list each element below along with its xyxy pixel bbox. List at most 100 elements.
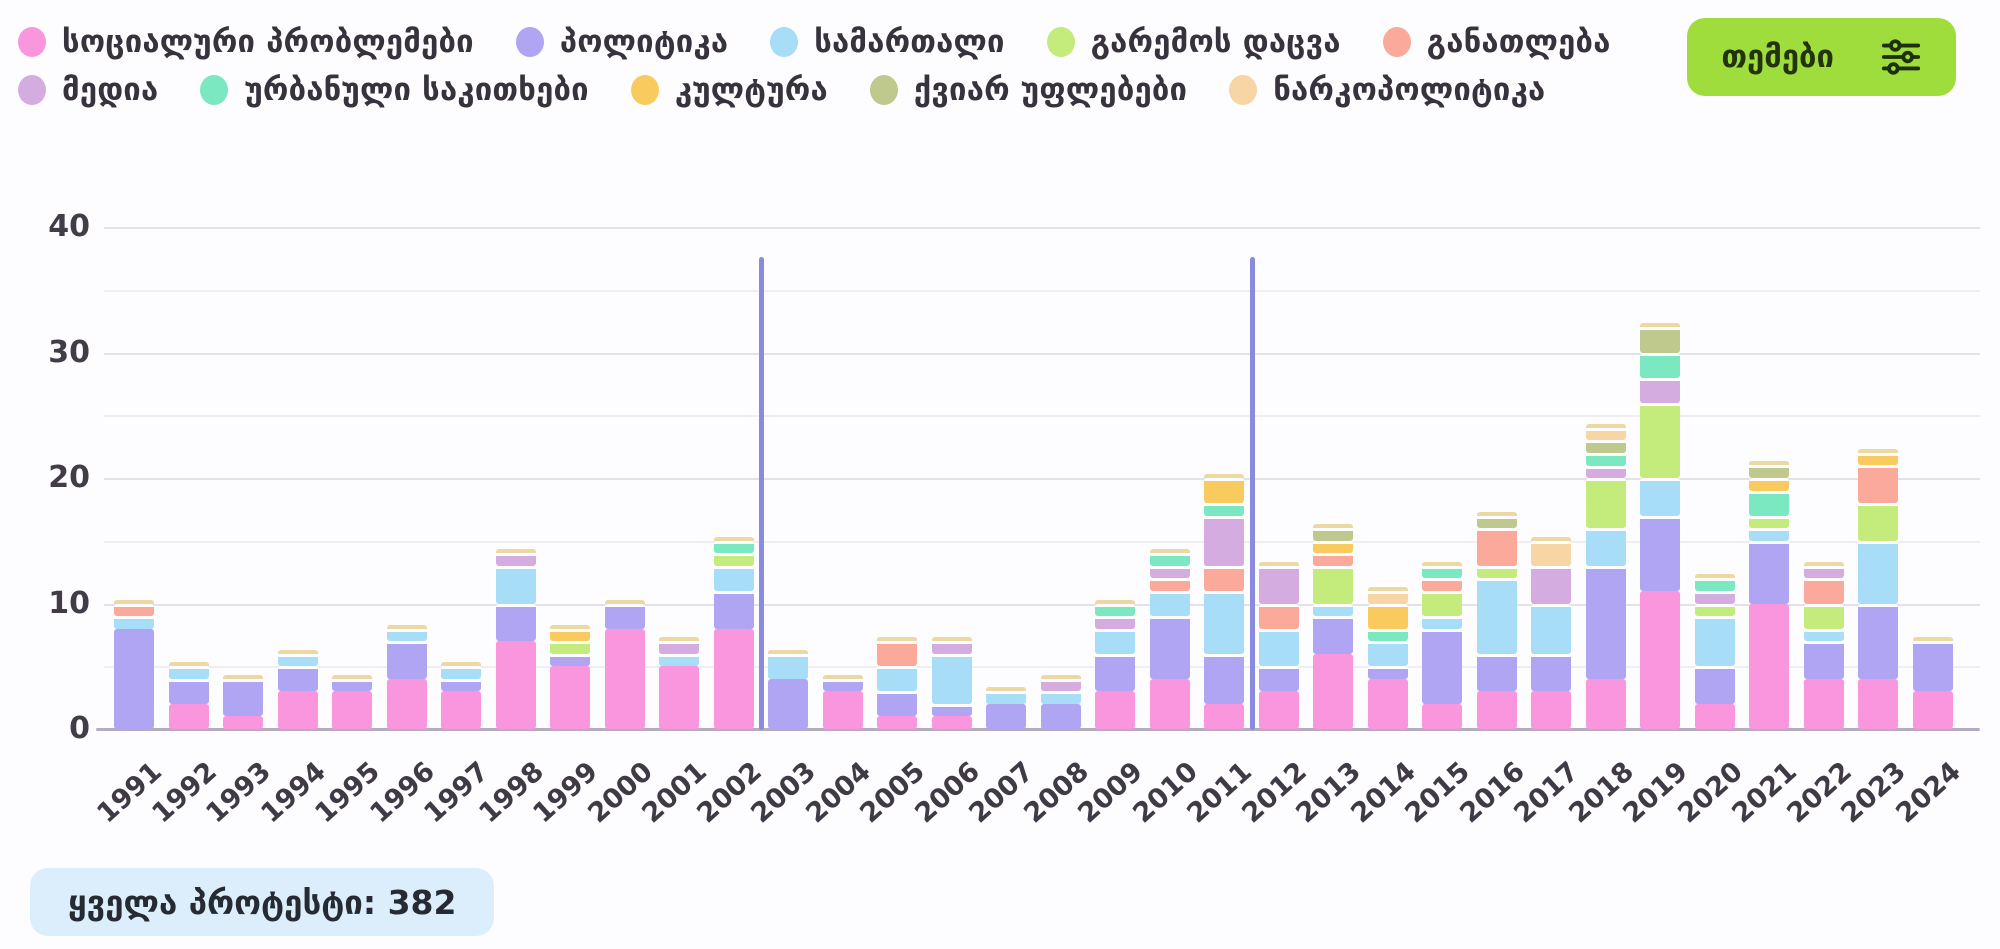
bar-segment-environment-2016[interactable] [1476,565,1517,579]
bar-segment-social-2010[interactable] [1149,678,1190,729]
bar-segment-media-2009[interactable] [1095,616,1135,629]
bar-segment-politics-2023[interactable] [1858,603,1898,679]
bar-segment-politics-2003[interactable] [768,678,808,729]
bar-segment-social-2015[interactable] [1422,703,1462,729]
bar-segment-law-2017[interactable] [1531,603,1571,654]
bar-segment-law-2018[interactable] [1585,528,1626,566]
bar-segment-culture-2011[interactable] [1204,478,1244,504]
bar-segment-politics-1991[interactable] [114,628,154,729]
bar-segment-social-2018[interactable] [1585,678,1626,729]
bar-segment-politics-2007[interactable] [986,703,1026,729]
bar-segment-social-2006[interactable] [931,716,972,729]
bar-segment-politics-2020[interactable] [1694,666,1735,704]
bar-segment-media-2010[interactable] [1149,565,1190,579]
bar-segment-politics-2005[interactable] [877,691,917,717]
bar-segment-urban-2002[interactable] [713,540,754,554]
bar-segment-politics-2013[interactable] [1313,616,1353,654]
bar-segment-narco-2018[interactable] [1585,427,1626,441]
bar-2014[interactable] [1367,586,1408,729]
bar-segment-environment-2019[interactable] [1640,402,1680,479]
bar-segment-education-2012[interactable] [1258,603,1299,629]
bar-segment-queer-2013[interactable] [1313,528,1353,541]
bar-segment-politics-1995[interactable] [332,678,372,692]
themes-button[interactable]: თემები [1687,18,1956,96]
bar-segment-politics-2024[interactable] [1912,641,1953,692]
bar-segment-social-2023[interactable] [1858,678,1898,729]
bar-1994[interactable] [277,649,318,729]
bar-segment-law-2020[interactable] [1694,616,1735,667]
legend-item-politics[interactable]: პოლიტიკა [515,24,728,60]
bar-segment-urban-2014[interactable] [1367,628,1408,642]
bar-segment-media-2020[interactable] [1694,590,1735,604]
bar-segment-environment-2020[interactable] [1694,603,1735,617]
bar-1996[interactable] [386,624,427,729]
bar-segment-culture-2013[interactable] [1313,540,1353,554]
bar-2012[interactable] [1258,561,1299,729]
bar-2006[interactable] [931,637,972,729]
bar-segment-law-2022[interactable] [1803,628,1844,642]
bar-2021[interactable] [1749,461,1789,729]
bar-segment-politics-1998[interactable] [495,603,536,642]
bar-segment-social-1997[interactable] [441,691,481,729]
bar-segment-social-2005[interactable] [877,716,917,729]
bar-2020[interactable] [1694,574,1735,729]
bar-segment-environment-2002[interactable] [713,553,754,566]
bar-segment-law-2011[interactable] [1204,590,1244,654]
bar-segment-media-2012[interactable] [1258,565,1299,604]
bar-segment-politics-2017[interactable] [1531,653,1571,692]
bar-2010[interactable] [1149,549,1190,729]
bar-segment-education-2022[interactable] [1803,578,1844,604]
bar-segment-urban-2019[interactable] [1640,352,1680,378]
bar-segment-politics-2021[interactable] [1749,540,1789,604]
bar-segment-narco-2017[interactable] [1531,540,1571,566]
bar-segment-law-1991[interactable] [114,616,154,629]
bar-1995[interactable] [332,674,372,729]
bar-segment-social-1993[interactable] [223,716,263,729]
bar-segment-urban-2020[interactable] [1694,578,1735,591]
bar-segment-social-2009[interactable] [1095,691,1135,729]
bar-segment-law-1996[interactable] [386,628,427,642]
bar-segment-media-2006[interactable] [931,641,972,654]
legend-item-queer[interactable]: ქვიარ უფლებები [869,72,1187,108]
bar-2016[interactable] [1476,511,1517,729]
bar-segment-law-2023[interactable] [1858,540,1898,604]
bar-segment-social-2024[interactable] [1912,691,1953,729]
bar-segment-urban-2021[interactable] [1749,490,1789,516]
bar-segment-social-2002[interactable] [713,628,754,729]
bar-segment-social-2013[interactable] [1313,653,1353,729]
bar-segment-social-1996[interactable] [386,678,427,729]
bar-1999[interactable] [550,624,590,729]
bar-2024[interactable] [1912,637,1953,729]
bar-segment-urban-2015[interactable] [1422,565,1462,579]
bar-segment-environment-2013[interactable] [1313,565,1353,604]
bar-segment-social-2017[interactable] [1531,691,1571,729]
bar-segment-queer-2018[interactable] [1585,440,1626,453]
bar-segment-environment-2021[interactable] [1749,515,1789,529]
bar-segment-law-2006[interactable] [931,653,972,704]
bar-segment-law-2010[interactable] [1149,590,1190,617]
bar-segment-social-1999[interactable] [550,666,590,729]
bar-segment-media-2017[interactable] [1531,565,1571,604]
bar-1997[interactable] [441,662,481,729]
bar-2018[interactable] [1585,423,1626,729]
bar-segment-politics-2000[interactable] [604,603,645,629]
bar-segment-urban-2009[interactable] [1095,603,1135,617]
bar-segment-law-2014[interactable] [1367,641,1408,667]
bar-segment-politics-2015[interactable] [1422,628,1462,704]
bar-2001[interactable] [659,637,699,729]
bar-segment-politics-2010[interactable] [1149,616,1190,679]
bar-segment-politics-2018[interactable] [1585,565,1626,679]
bar-segment-law-1998[interactable] [495,565,536,604]
bar-segment-law-2015[interactable] [1422,616,1462,629]
bar-segment-social-2021[interactable] [1749,603,1789,729]
bar-2000[interactable] [604,599,645,729]
bar-segment-environment-2015[interactable] [1422,590,1462,617]
bar-segment-education-2013[interactable] [1313,553,1353,566]
bar-segment-social-1995[interactable] [332,691,372,729]
bar-segment-politics-2008[interactable] [1040,703,1081,729]
bar-segment-law-2008[interactable] [1040,691,1081,704]
legend-item-social[interactable]: სოციალური პრობლემები [18,24,474,60]
bar-segment-law-2019[interactable] [1640,478,1680,516]
bar-segment-education-2016[interactable] [1476,528,1517,566]
bar-segment-environment-2018[interactable] [1585,478,1626,529]
